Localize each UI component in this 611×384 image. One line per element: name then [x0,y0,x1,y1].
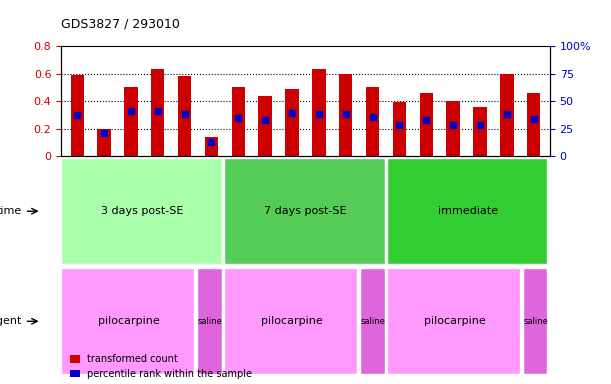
FancyBboxPatch shape [224,268,357,374]
Text: time: time [0,206,22,216]
Text: GDS3827 / 293010: GDS3827 / 293010 [61,18,180,31]
Text: pilocarpine: pilocarpine [98,316,160,326]
Text: saline: saline [198,317,223,326]
FancyBboxPatch shape [61,158,222,264]
Bar [393,103,406,156]
FancyBboxPatch shape [197,268,222,374]
Bar [151,70,164,156]
Text: pilocarpine: pilocarpine [424,316,486,326]
Bar [500,74,514,156]
Bar [124,88,137,156]
Bar [474,107,487,156]
FancyBboxPatch shape [61,268,194,374]
Bar [420,93,433,156]
FancyBboxPatch shape [523,268,547,374]
Legend: transformed count, percentile rank within the sample: transformed count, percentile rank withi… [66,350,256,383]
Bar [232,88,245,156]
Text: 7 days post-SE: 7 days post-SE [264,206,347,216]
Bar [527,93,541,156]
Bar [312,70,326,156]
Text: immediate: immediate [438,206,499,216]
Bar [258,96,272,156]
Text: 3 days post-SE: 3 days post-SE [101,206,184,216]
Text: saline: saline [361,317,386,326]
Bar [366,88,379,156]
Bar [70,75,84,156]
Bar [447,101,460,156]
FancyBboxPatch shape [387,158,547,264]
Bar [339,74,353,156]
Bar [97,129,111,156]
Bar [178,76,191,156]
FancyBboxPatch shape [224,158,384,264]
Bar [205,137,218,156]
Text: agent: agent [0,316,22,326]
Bar [285,89,299,156]
FancyBboxPatch shape [360,268,384,374]
FancyBboxPatch shape [387,268,521,374]
Text: pilocarpine: pilocarpine [261,316,323,326]
Text: saline: saline [524,317,549,326]
